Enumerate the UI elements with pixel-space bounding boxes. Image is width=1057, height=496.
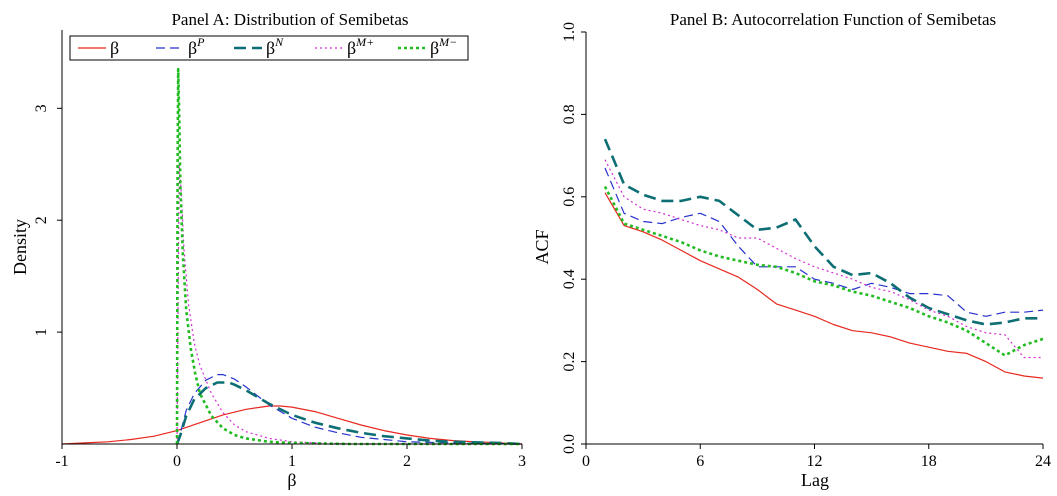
panel-a-series-betaP	[176, 374, 523, 445]
panel-b-x-ticks: 0 6 12 18 24	[582, 444, 1051, 470]
panel-b-y-tick-label: 0.0	[561, 434, 578, 454]
panel-a-x-tick-label: 1	[288, 453, 296, 470]
panel-a-y-label: Density	[10, 219, 30, 275]
legend-label: βN	[266, 35, 284, 58]
panel-a-x-label: β	[287, 470, 296, 490]
panel-a-x-tick-label: -1	[55, 453, 68, 470]
panel-b-series-betaN	[603, 138, 1043, 326]
panel-b-series-betaP	[604, 167, 1044, 317]
panel-a-x-tick-label: 3	[518, 453, 526, 470]
legend-entry-betaMplus: βM+	[315, 35, 374, 58]
panel-b-x-tick-label: 0	[582, 453, 590, 470]
panel-b-x-tick-label: 24	[1035, 453, 1051, 470]
panel-a-x-ticks: -1 0 1 2 3	[55, 444, 526, 470]
panel-a-series-betaMplus	[176, 163, 522, 445]
panel-a-series-beta	[61, 405, 523, 445]
panel-b-y-tick-label: 0.4	[561, 269, 578, 289]
legend-label: βP	[188, 35, 205, 58]
panel-b-x-tick-label: 12	[807, 453, 823, 470]
legend-entry-beta: β	[78, 38, 119, 58]
panel-b-title: Panel B: Autocorrelation Function of Sem…	[670, 10, 996, 29]
panel-b-x-tick-label: 18	[921, 453, 937, 470]
panel-a: Panel A: Distribution of Semibetas -1 0 1 2…	[10, 10, 526, 490]
panel-b-y-tick-label: 0.8	[561, 104, 578, 124]
panel-b: Panel B: Autocorrelation Function of Sem…	[532, 10, 1051, 490]
legend-entry-betaN: βN	[234, 35, 284, 58]
panel-a-y-ticks: 1 2 3	[33, 104, 62, 336]
legend-entry-betaP: βP	[156, 35, 205, 58]
panel-a-title: Panel A: Distribution of Semibetas	[171, 10, 408, 29]
panel-b-series-beta	[604, 192, 1044, 379]
panel-b-series-betaMplus	[604, 159, 1043, 359]
legend-label: βM−	[430, 35, 457, 58]
panel-a-y-tick-label: 1	[33, 328, 50, 336]
panel-a-legend: β βP βN βM+ βM−	[69, 35, 469, 61]
panel-a-y-tick-label: 2	[33, 216, 50, 224]
panel-b-y-tick-label: 1.0	[561, 22, 578, 42]
legend-label: βM+	[347, 35, 374, 58]
legend-box	[69, 35, 469, 61]
legend-label: β	[110, 38, 119, 58]
panel-a-series-betaMminus	[175, 67, 522, 446]
panel-b-y-tick-label: 0.2	[561, 352, 578, 372]
panel-a-y-tick-label: 3	[33, 104, 50, 112]
panel-a-series-betaN	[175, 381, 523, 446]
panel-b-x-label: Lag	[801, 470, 829, 490]
panel-a-x-tick-label: 0	[173, 453, 181, 470]
legend-entry-betaMminus: βM−	[398, 35, 457, 58]
panel-a-x-tick-label: 2	[403, 453, 411, 470]
panel-b-series	[603, 138, 1044, 379]
panel-b-y-tick-label: 0.6	[561, 187, 578, 207]
panel-b-y-label: ACF	[532, 229, 552, 264]
panel-a-series	[61, 67, 523, 446]
panel-b-x-tick-label: 6	[696, 453, 704, 470]
panel-b-y-ticks: 0.0 0.2 0.4 0.6 0.8 1.0	[561, 22, 586, 454]
panel-b-series-betaMminus	[603, 185, 1044, 357]
